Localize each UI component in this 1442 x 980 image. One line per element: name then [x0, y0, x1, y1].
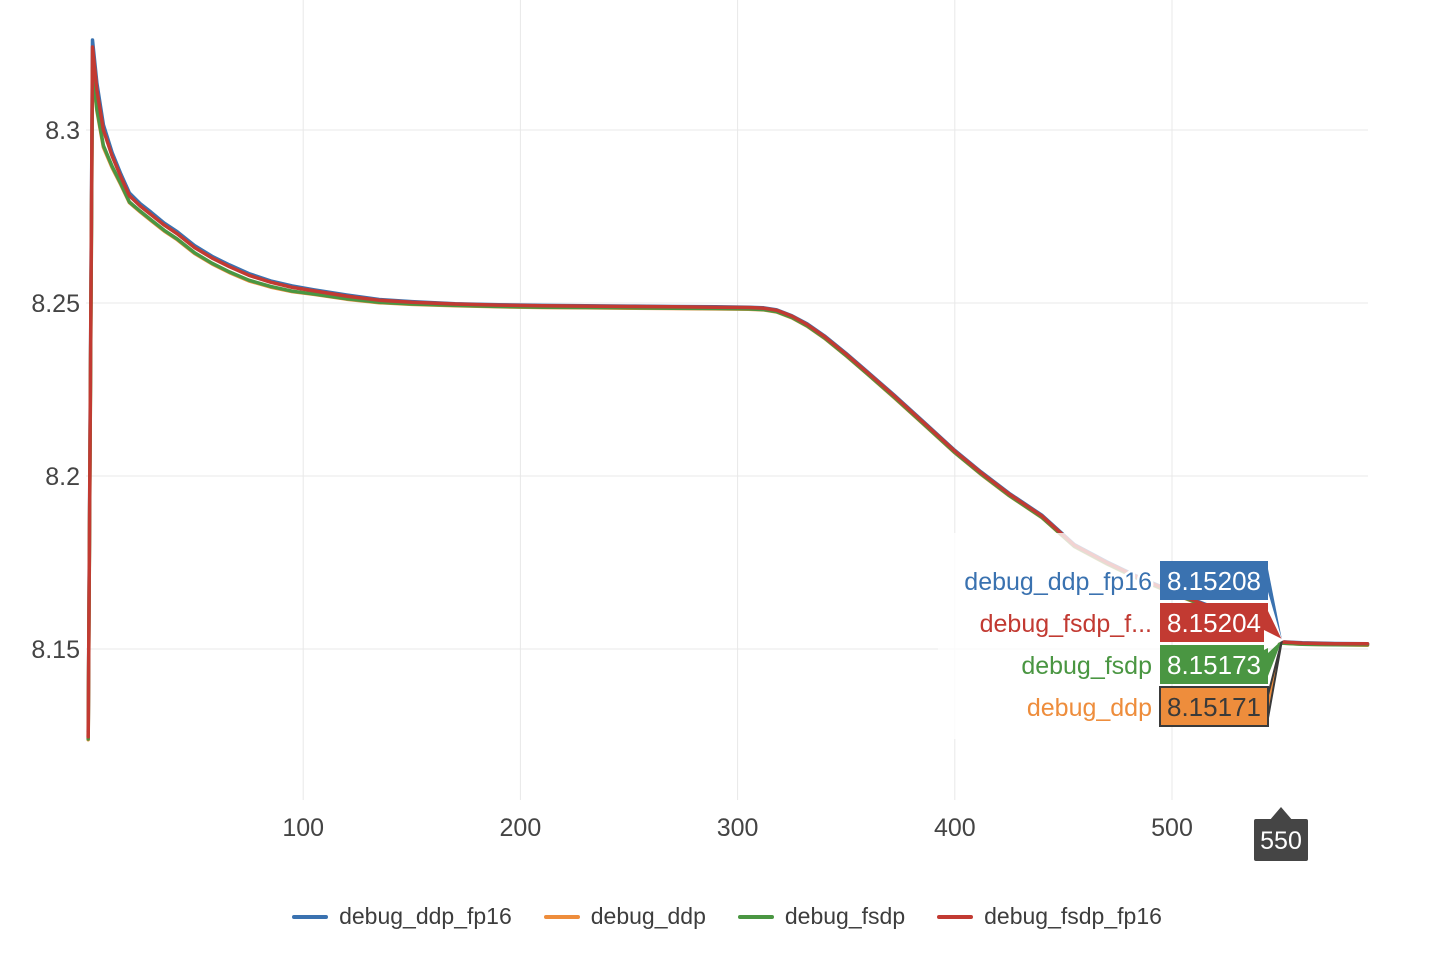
x-cursor-tooltip: 550: [1254, 807, 1308, 861]
legend-swatch-icon: [543, 914, 580, 919]
hover-label-box: [1160, 645, 1268, 684]
hover-label-name: debug_fsdp_f...: [980, 610, 1152, 638]
legend-item-debug_fsdp[interactable]: debug_fsdp: [737, 903, 906, 930]
hover-label-pointer: [1268, 569, 1282, 640]
hover-label-value: 8.15208: [1167, 566, 1261, 596]
y-axis-tick-label: 8.2: [45, 463, 80, 491]
x-axis-tick-label: 100: [282, 814, 324, 842]
hover-label-value: 8.15171: [1167, 692, 1261, 722]
cursor-box: [1254, 819, 1308, 861]
x-axis-tick-label: 400: [934, 814, 976, 842]
hover-label-debug_fsdp_fp16: 8.15204 debug_fsdp_f...: [977, 603, 1282, 642]
x-axis-tick-label: 200: [500, 814, 542, 842]
hover-label-debug_ddp: 8.15171 debug_ddp: [1024, 639, 1283, 727]
legend-swatch-icon: [937, 914, 974, 919]
hover-label-pointer: [1268, 611, 1282, 640]
y-axis-tick-label: 8.25: [31, 290, 80, 318]
hover-label-box: [1159, 686, 1269, 727]
hover-label-box: [1160, 561, 1268, 600]
hover-fade-overlay: [938, 533, 1166, 739]
hover-label-value: 8.15173: [1167, 650, 1261, 680]
x-axis-tick-label: 500: [1151, 814, 1193, 842]
legend-swatch-icon: [737, 914, 774, 919]
hover-point-arrow-icon: [1264, 630, 1284, 650]
legend-label: debug_fsdp: [784, 903, 906, 929]
cursor-value: 550: [1260, 827, 1302, 855]
hover-label-name: debug_ddp_fp16: [964, 568, 1152, 596]
legend-item-debug_ddp_fp16[interactable]: debug_ddp_fp16: [292, 903, 512, 930]
legend: debug_ddp_fp16 debug_ddp debug_fsdp debug_f…: [86, 903, 1368, 930]
hover-label-box: [1160, 603, 1268, 642]
hover-label-pointer: [1268, 640, 1282, 676]
legend-item-debug_ddp[interactable]: debug_ddp: [543, 903, 706, 930]
hover-label-name: debug_fsdp: [1021, 652, 1152, 680]
x-axis-tick-label: 300: [717, 814, 759, 842]
hover-labels: 8.15208 debug_ddp_fp16 8.15204 debug_fsdp_f…: [962, 561, 1283, 727]
legend-swatch-icon: [292, 914, 329, 919]
legend-label: debug_fsdp_fp16: [984, 903, 1162, 929]
hover-label-name: debug_ddp: [1027, 694, 1152, 722]
cursor-caret-icon: [1269, 807, 1293, 821]
hover-label-value: 8.15204: [1167, 608, 1261, 638]
y-axis-tick-label: 8.3: [45, 117, 80, 145]
legend-item-debug_fsdp_fp16[interactable]: debug_fsdp_fp16: [937, 903, 1162, 930]
y-axis-tick-label: 8.15: [31, 636, 80, 664]
legend-label: debug_ddp_fp16: [339, 903, 512, 929]
hover-label-debug_fsdp: 8.15173 debug_fsdp: [1019, 640, 1282, 684]
hover-label-debug_ddp_fp16: 8.15208 debug_ddp_fp16: [962, 561, 1282, 640]
legend-label: debug_ddp: [590, 903, 706, 929]
